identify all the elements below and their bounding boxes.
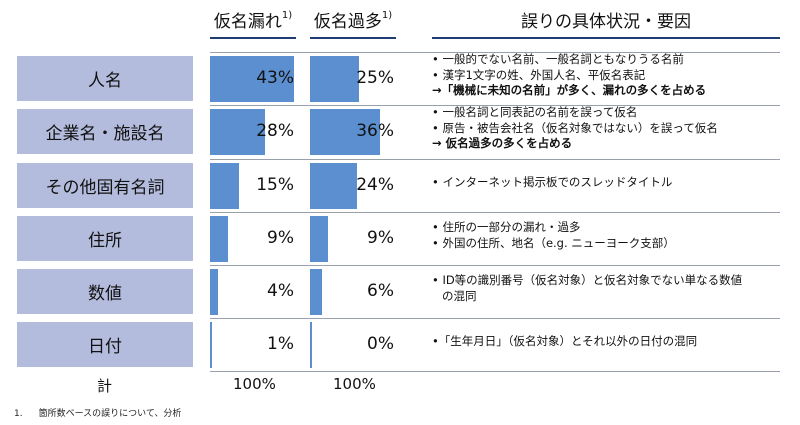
omission-bar-date xyxy=(210,321,212,368)
row-separator xyxy=(210,371,780,372)
excess-bar-number xyxy=(310,268,322,315)
cause-line: • 漢字1文字の姓、外国人名、平仮名表記 xyxy=(432,67,646,82)
header-underline-excess xyxy=(310,37,396,39)
total-omission: 100% xyxy=(233,375,276,393)
omission-value-company-facility: 28% xyxy=(256,121,294,141)
row-separator xyxy=(210,159,780,160)
total-excess: 100% xyxy=(333,375,376,393)
excess-value-person-name: 25% xyxy=(356,68,394,88)
cause-description-other-proper-noun: • インターネット掲示板でのスレッドタイトル xyxy=(432,175,780,191)
row-separator xyxy=(210,265,780,266)
omission-value-number: 4% xyxy=(267,281,294,301)
cause-line: • 住所の一部分の漏れ・過多 xyxy=(432,220,581,234)
header-causes: 誤りの具体状況・要因 xyxy=(521,12,691,32)
header-excess-label: 仮名過多 xyxy=(313,12,382,32)
row-separator xyxy=(210,212,780,213)
cause-description-company-facility: • 一般名詞と同表記の名前を誤って仮名 • 原告・被告会社名（仮名対象ではない）を… xyxy=(432,105,780,152)
header-omission-footnote-mark: 1) xyxy=(281,10,293,21)
excess-value-company-facility: 36% xyxy=(356,121,394,141)
cause-line: • ID等の識別番号（仮名対象）と仮名対象でない単なる数値 xyxy=(432,273,743,287)
cause-line: → 仮名過多の多くを占める xyxy=(432,136,573,151)
category-number: 数値 xyxy=(17,269,193,314)
cause-line: • 原告・被告会社名（仮名対象ではない）を誤って仮名 xyxy=(432,120,718,135)
cause-line: →「機械に未知の名前」が多く、漏れの多くを占める xyxy=(432,83,707,98)
cause-line: の混同 xyxy=(442,288,477,303)
header-omission: 仮名漏れ1) xyxy=(210,10,296,34)
omission-value-date: 1% xyxy=(267,334,294,354)
excess-value-number: 6% xyxy=(367,281,394,301)
omission-value-other-proper-noun: 15% xyxy=(256,175,294,195)
header-excess: 仮名過多1) xyxy=(310,10,396,34)
footnote-number: 1. xyxy=(14,409,23,419)
omission-bar-number xyxy=(210,268,218,315)
cause-line: • インターネット掲示板でのスレッドタイトル xyxy=(432,174,673,189)
excess-value-other-proper-noun: 24% xyxy=(356,175,394,195)
cause-line: •「生年月日」（仮名対象）とそれ以外の日付の混同 xyxy=(432,333,698,348)
category-date: 日付 xyxy=(17,322,193,367)
footnote-text: 箇所数ベースの誤りについて、分析 xyxy=(38,409,182,419)
omission-bar-company-facility xyxy=(210,108,265,155)
total-label: 計 xyxy=(97,377,113,395)
cause-description-person-name: • 一般的でない名前、一般名詞ともなりうる名前 • 漢字1文字の姓、外国人名、平仮… xyxy=(432,52,780,99)
row-separator xyxy=(210,318,780,319)
row-separator xyxy=(210,105,780,106)
omission-bar-other-proper-noun xyxy=(210,162,240,209)
category-company-facility: 企業名・施設名 xyxy=(17,109,193,154)
row-separator xyxy=(210,52,780,53)
cause-line: • 一般的でない名前、一般名詞ともなりうる名前 xyxy=(432,52,684,67)
omission-value-person-name: 43% xyxy=(256,68,294,88)
category-other-proper-noun: その他固有名詞 xyxy=(17,163,193,208)
header-underline-omission xyxy=(210,37,296,39)
category-person-name: 人名 xyxy=(17,56,193,101)
excess-value-address: 9% xyxy=(367,228,394,248)
excess-bar-company-facility xyxy=(310,108,381,155)
cause-line: • 外国の住所、地名（e.g. ニューヨーク支部） xyxy=(432,235,675,250)
excess-bar-person-name xyxy=(310,55,359,102)
cause-line: • 一般名詞と同表記の名前を誤って仮名 xyxy=(432,105,638,120)
footnote: 1. 箇所数ベースの誤りについて、分析 xyxy=(14,406,181,419)
header-underline-causes xyxy=(432,37,780,39)
excess-bar-address xyxy=(310,215,328,262)
excess-bar-other-proper-noun xyxy=(310,162,357,209)
excess-value-date: 0% xyxy=(367,334,394,354)
omission-value-address: 9% xyxy=(267,228,294,248)
cause-description-address: • 住所の一部分の漏れ・過多 • 外国の住所、地名（e.g. ニューヨーク支部） xyxy=(432,220,780,251)
cause-description-number: • ID等の識別番号（仮名対象）と仮名対象でない単なる数値 の混同 xyxy=(432,273,780,304)
header-excess-footnote-mark: 1) xyxy=(381,10,393,21)
category-address: 住所 xyxy=(17,216,193,261)
omission-bar-address xyxy=(210,215,228,262)
cause-description-date: •「生年月日」（仮名対象）とそれ以外の日付の混同 xyxy=(432,334,780,350)
omission-bar-person-name xyxy=(210,55,294,102)
header-omission-label: 仮名漏れ xyxy=(213,12,282,32)
excess-bar-date xyxy=(310,321,312,368)
